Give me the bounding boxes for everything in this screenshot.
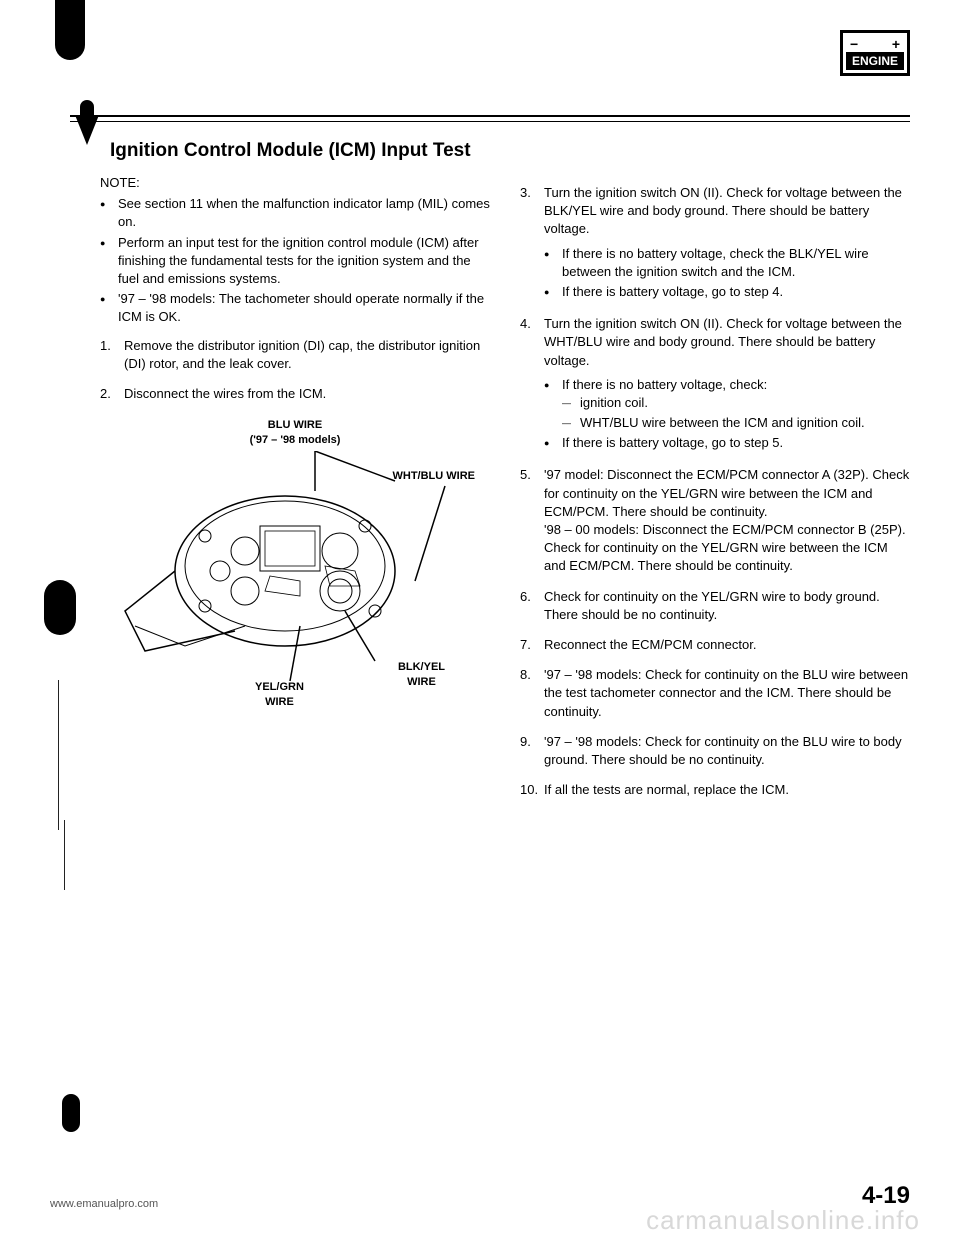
step-text: '97 – '98 models: Check for continuity o… (544, 733, 910, 769)
margin-line-2 (64, 820, 65, 890)
step-item: 2. Disconnect the wires from the ICM. (100, 385, 490, 403)
dash-item: ignition coil. (576, 394, 910, 412)
note-item: See section 11 when the malfunction indi… (114, 195, 490, 231)
bookmark-tab-top (55, 0, 85, 60)
sub-item: If there is battery voltage, go to step … (558, 434, 910, 452)
step-number: 6. (520, 588, 544, 624)
step-item: 9. '97 – '98 models: Check for continuit… (520, 733, 910, 769)
engine-badge: − + ENGINE (840, 30, 910, 76)
right-steps: 3. Turn the ignition switch ON (II). Che… (520, 184, 910, 799)
step-text: '97 model: Disconnect the ECM/PCM connec… (544, 466, 910, 575)
step-text: Reconnect the ECM/PCM connector. (544, 636, 910, 654)
step-number: 2. (100, 385, 124, 403)
wiring-diagram: BLU WIRE ('97 – '98 models) (115, 418, 475, 711)
section-arrow-tip (75, 115, 99, 145)
diagram-label-right: WHT/BLU WIRE (393, 469, 475, 484)
left-steps: 1. Remove the distributor ignition (DI) … (100, 337, 490, 404)
step-text: '97 – '98 models: Check for continuity o… (544, 666, 910, 721)
engine-label: ENGINE (846, 52, 904, 70)
bookmark-tab-mid (44, 580, 76, 635)
step-number: 5. (520, 466, 544, 575)
step-item: 4. Turn the ignition switch ON (II). Che… (520, 315, 910, 454)
step-number: 3. (520, 184, 544, 303)
page-title: Ignition Control Module (ICM) Input Test (110, 140, 910, 162)
margin-line (58, 680, 59, 830)
diagram-label-bl2: WIRE (265, 696, 294, 708)
note-list: See section 11 when the malfunction indi… (100, 195, 490, 326)
rule-sub (70, 121, 910, 122)
engine-minus: − (850, 36, 858, 52)
step-number: 8. (520, 666, 544, 721)
step-item: 10. If all the tests are normal, replace… (520, 781, 910, 799)
step-text: If all the tests are normal, replace the… (544, 781, 910, 799)
engine-plus: + (892, 36, 900, 52)
step-item: 3. Turn the ignition switch ON (II). Che… (520, 184, 910, 303)
step-text: Turn the ignition switch ON (II). Check … (544, 185, 902, 236)
note-label: NOTE: (100, 174, 490, 192)
step-item: 1. Remove the distributor ignition (DI) … (100, 337, 490, 373)
diagram-label-br2: WIRE (407, 676, 436, 688)
step-item: 7. Reconnect the ECM/PCM connector. (520, 636, 910, 654)
watermark: carmanualsonline.info (646, 1205, 920, 1236)
step-number: 4. (520, 315, 544, 454)
step-text: Turn the ignition switch ON (II). Check … (544, 316, 902, 367)
diagram-label-top1: BLU WIRE (268, 419, 322, 431)
sub-item: If there is battery voltage, go to step … (558, 283, 910, 301)
note-item: Perform an input test for the ignition c… (114, 234, 490, 289)
step-number: 9. (520, 733, 544, 769)
right-column: 3. Turn the ignition switch ON (II). Che… (520, 174, 910, 811)
step-text: Disconnect the wires from the ICM. (124, 385, 490, 403)
step-item: 8. '97 – '98 models: Check for continuit… (520, 666, 910, 721)
bookmark-tab-bottom (62, 1094, 80, 1132)
step-item: 6. Check for continuity on the YEL/GRN w… (520, 588, 910, 624)
diagram-label-br1: BLK/YEL (398, 661, 445, 673)
step-number: 7. (520, 636, 544, 654)
step-number: 10. (520, 781, 544, 799)
diagram-label-top2: ('97 – '98 models) (250, 434, 341, 446)
sub-item: If there is no battery voltage, check: i… (558, 376, 910, 433)
diagram-label-bl1: YEL/GRN (255, 681, 304, 693)
step-text: Check for continuity on the YEL/GRN wire… (544, 588, 910, 624)
step-number: 1. (100, 337, 124, 373)
step-item: 5. '97 model: Disconnect the ECM/PCM con… (520, 466, 910, 575)
sub-item: If there is no battery voltage, check th… (558, 245, 910, 281)
step-text: Remove the distributor ignition (DI) cap… (124, 337, 490, 373)
rule-top (70, 115, 910, 117)
footer-url: www.emanualpro.com (50, 1198, 158, 1210)
note-item: '97 – '98 models: The tachometer should … (114, 290, 490, 326)
left-column: NOTE: See section 11 when the malfunctio… (100, 174, 490, 811)
dash-item: WHT/BLU wire between the ICM and ignitio… (576, 414, 910, 432)
